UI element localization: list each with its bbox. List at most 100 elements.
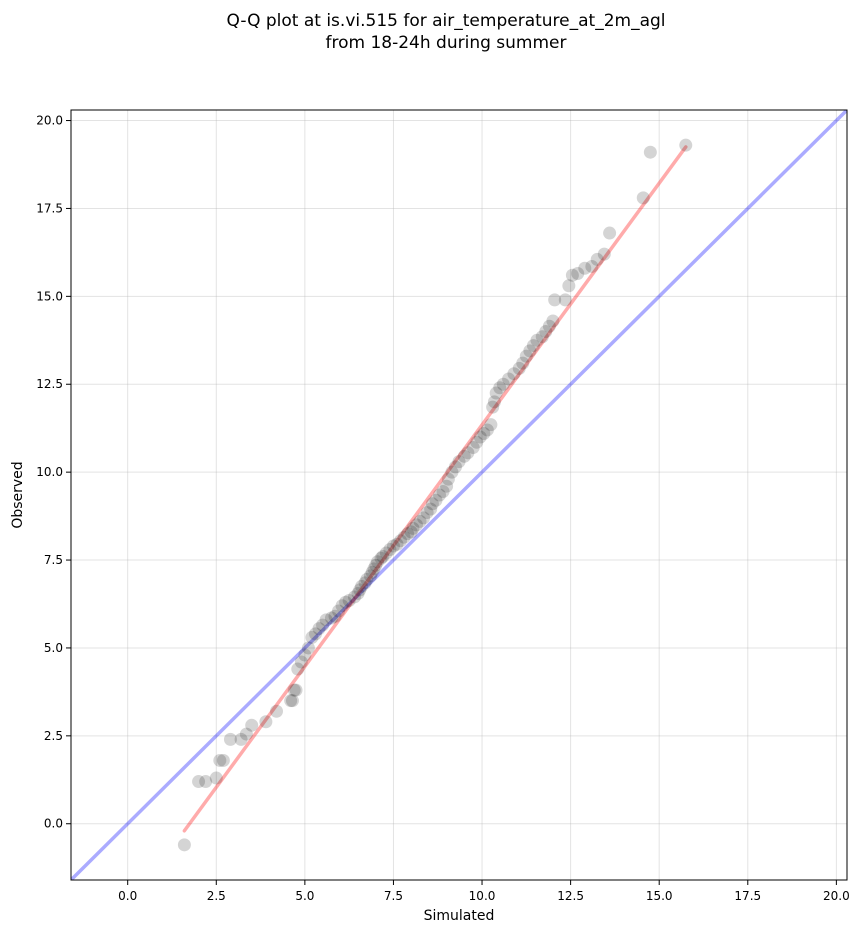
chart-title-line-1: Q-Q plot at is.vi.515 for air_temperatur…: [226, 11, 665, 31]
data-point: [565, 268, 579, 282]
data-point: [374, 551, 388, 565]
data-point: [285, 694, 299, 708]
data-point: [213, 753, 227, 767]
plot-frame: [70, 109, 848, 881]
data-point: [367, 562, 381, 576]
data-point: [312, 622, 326, 636]
data-point: [371, 555, 385, 569]
data-point: [360, 572, 374, 586]
data-point: [558, 293, 572, 307]
data-point: [457, 449, 471, 463]
data-point: [301, 641, 315, 655]
data-point: [209, 771, 223, 785]
data-point: [473, 430, 487, 444]
data-point: [270, 704, 284, 718]
data-point: [351, 586, 365, 600]
data-point: [519, 349, 533, 363]
data-point: [383, 542, 397, 556]
data-point: [643, 145, 657, 159]
data-point: [461, 446, 475, 460]
y-tick-label: 2.5: [44, 729, 63, 743]
data-point: [539, 325, 553, 339]
data-point: [259, 715, 273, 729]
data-point: [358, 576, 372, 590]
data-point: [433, 488, 447, 502]
data-point: [397, 530, 411, 544]
x-tick-label: 10.0: [469, 889, 496, 903]
data-point: [436, 484, 450, 498]
data-point: [298, 648, 312, 662]
data-point: [489, 386, 503, 400]
y-tick-label: 10.0: [36, 465, 63, 479]
data-point: [305, 630, 319, 644]
data-point: [530, 333, 544, 347]
data-point: [404, 525, 418, 539]
data-point: [417, 511, 431, 525]
reference-line: [71, 110, 847, 880]
data-point: [636, 191, 650, 205]
data-point: [484, 418, 498, 432]
data-point: [512, 361, 526, 375]
data-point: [216, 753, 230, 767]
data-point: [535, 330, 549, 344]
data-point: [199, 775, 213, 789]
data-point: [523, 344, 537, 358]
data-point: [562, 279, 576, 293]
data-point: [347, 590, 361, 604]
data-point: [603, 226, 617, 240]
x-tick-label: 12.5: [557, 889, 584, 903]
data-point: [420, 506, 434, 520]
data-point: [571, 266, 585, 280]
data-point: [526, 339, 540, 353]
data-point: [542, 319, 556, 333]
data-point: [409, 518, 423, 532]
data-point: [507, 367, 521, 381]
data-point: [448, 460, 462, 474]
data-point: [289, 683, 303, 697]
data-point: [394, 534, 408, 548]
data-point: [328, 609, 342, 623]
data-point: [192, 775, 206, 789]
data-point: [548, 293, 562, 307]
data-point: [335, 599, 349, 613]
x-axis-ticks: 0.0 2.5 5.0 7.5 10.0 12.5 15.0 17.5 20.0: [118, 880, 850, 903]
y-tick-label: 12.5: [36, 377, 63, 391]
data-point: [406, 521, 420, 535]
chart-title-line-2: from 18-24h during summer: [326, 33, 567, 53]
data-point: [477, 426, 491, 440]
lines: [71, 110, 847, 880]
data-point: [679, 138, 693, 152]
data-point: [516, 356, 530, 370]
y-axis-label: Observed: [10, 461, 26, 528]
data-point: [386, 539, 400, 553]
data-points: [177, 138, 693, 852]
x-tick-label: 5.0: [295, 889, 314, 903]
data-point: [316, 618, 330, 632]
data-point: [308, 627, 322, 641]
data-point: [452, 455, 466, 469]
data-point: [480, 423, 494, 437]
data-point: [376, 550, 390, 564]
data-point: [390, 537, 404, 551]
data-point: [291, 662, 305, 676]
y-tick-label: 15.0: [36, 289, 63, 303]
data-point: [294, 655, 308, 669]
data-point: [339, 595, 353, 609]
x-tick-label: 17.5: [734, 889, 761, 903]
data-point: [429, 493, 443, 507]
data-point: [585, 259, 599, 273]
data-point: [319, 613, 333, 627]
data-point: [590, 252, 604, 266]
y-tick-label: 5.0: [44, 641, 63, 655]
data-point: [496, 377, 510, 391]
data-point: [546, 314, 560, 328]
data-point: [486, 400, 500, 414]
x-tick-label: 15.0: [646, 889, 673, 903]
x-axis-label: Simulated: [424, 908, 495, 924]
data-point: [324, 611, 338, 625]
data-point: [355, 579, 369, 593]
data-point: [365, 565, 379, 579]
data-point: [441, 472, 455, 486]
y-tick-label: 20.0: [36, 114, 63, 128]
